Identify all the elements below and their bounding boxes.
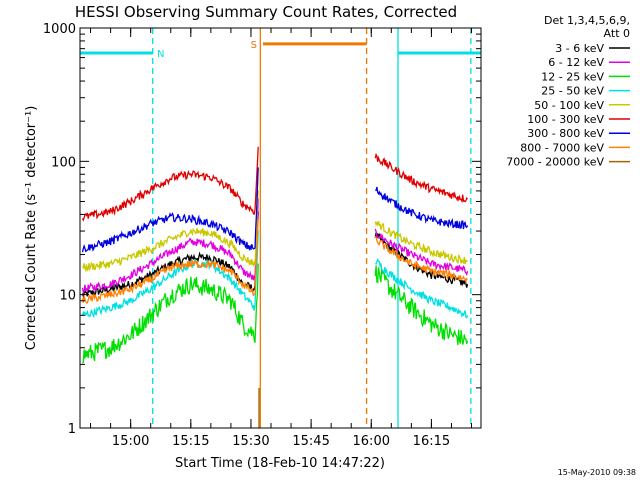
legend-label-7: 800 - 7000 keV: [520, 141, 604, 154]
legend-label-0: 3 - 6 keV: [555, 42, 604, 55]
legend-label-2: 12 - 25 keV: [541, 70, 604, 83]
y-axis-label: Corrected Count Rate (s⁻¹ detector⁻¹): [24, 106, 39, 351]
y-tick-label-3: 1000: [43, 22, 76, 37]
x-tick-label-4: 16:00: [353, 434, 390, 449]
flag-N-label: N: [157, 49, 164, 60]
x-tick-label-3: 15:45: [292, 434, 329, 449]
legend-header-2: Att 0: [604, 27, 630, 40]
legend-label-5: 100 - 300 keV: [527, 113, 604, 126]
flag-S-label: S: [251, 40, 257, 51]
series-5: [81, 146, 469, 222]
legend-label-3: 25 - 50 keV: [541, 85, 604, 98]
series-2: [81, 263, 469, 364]
series-7: [81, 219, 468, 304]
timestamp: 15-May-2010 09:38: [558, 468, 636, 477]
y-tick-label-1: 10: [59, 289, 76, 304]
legend-label-4: 50 - 100 keV: [534, 99, 604, 112]
chart-title: HESSI Observing Summary Count Rates, Cor…: [75, 3, 457, 21]
x-tick-label-0: 15:00: [112, 434, 149, 449]
x-axis-label: Start Time (18-Feb-10 14:47:22): [175, 456, 385, 471]
legend-header-1: Det 1,3,4,5,6,9,: [544, 14, 630, 27]
series-0: [81, 211, 469, 299]
legend-label-8: 7000 - 20000 keV: [506, 156, 604, 169]
y-tick-label-0: 1: [68, 422, 76, 437]
y-tick-label-2: 100: [51, 155, 76, 170]
x-tick-label-1: 15:15: [172, 434, 209, 449]
x-tick-label-5: 16:15: [413, 434, 450, 449]
x-tick-label-2: 15:30: [232, 434, 269, 449]
series-3: [81, 230, 469, 319]
series-6: [81, 167, 469, 253]
legend-label-1: 6 - 12 keV: [548, 56, 604, 69]
series-4: [81, 190, 468, 273]
series-1: [81, 198, 469, 293]
plot-frame: [79, 27, 482, 429]
legend-label-6: 300 - 800 keV: [527, 127, 604, 140]
